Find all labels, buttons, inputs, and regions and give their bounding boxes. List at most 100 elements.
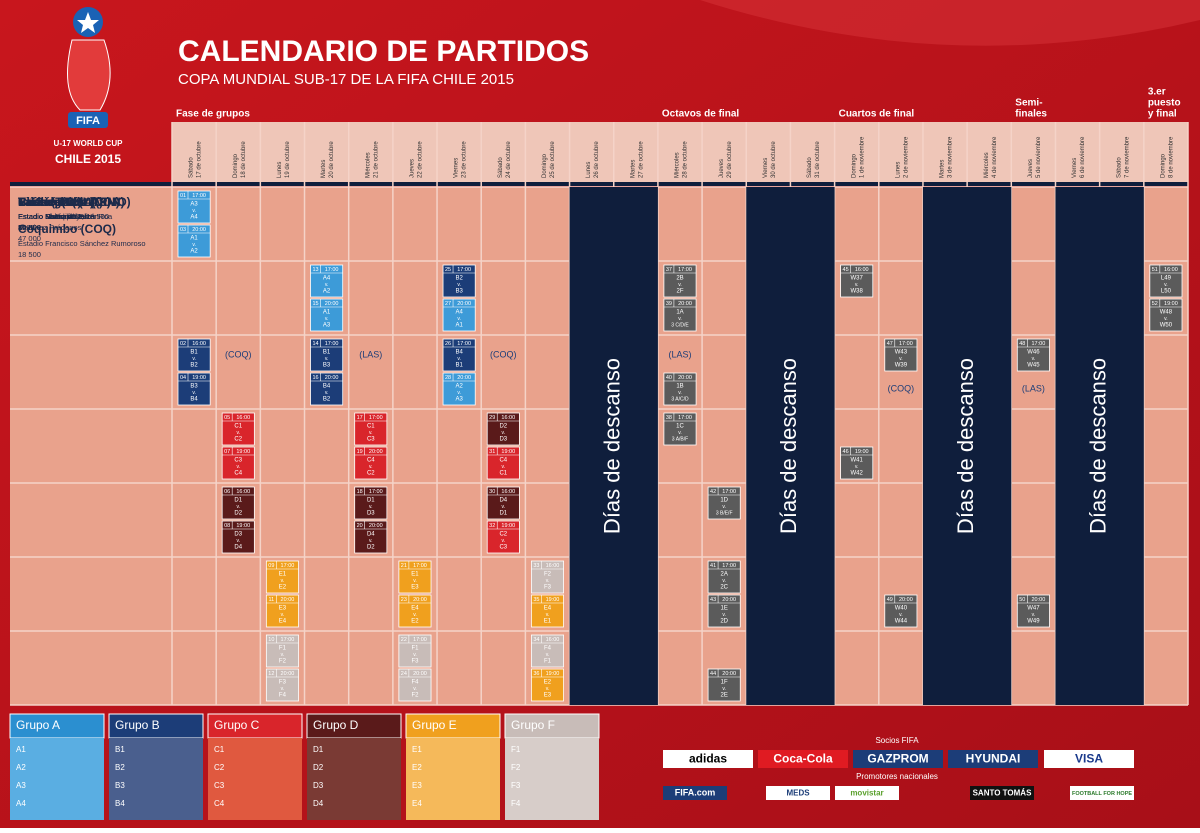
match-box (398, 594, 432, 628)
match-box (442, 338, 476, 372)
sponsor: FOOTBALL FOR HOPE (1072, 791, 1132, 797)
match-home: 1B (676, 384, 683, 390)
match-box (840, 264, 874, 298)
match-time: 17:00 (413, 637, 427, 643)
day-date: 18 de octubre (241, 141, 247, 178)
venue-note: (LAS) (1022, 383, 1045, 393)
day-name: Sábado (807, 157, 813, 178)
match-away: B3 (455, 289, 463, 295)
match-vs: v. (678, 316, 682, 322)
day-date: 24 de octubre (506, 141, 512, 178)
match-box (221, 412, 255, 446)
match-away: C2 (234, 437, 242, 443)
match-away: A1 (455, 323, 463, 329)
match-home: D4 (367, 532, 375, 538)
group-body (10, 738, 104, 820)
match-vs: v. (369, 504, 373, 510)
group-body (307, 738, 401, 820)
match-home: W46 (1027, 350, 1040, 356)
day-name: Sábado (1116, 157, 1122, 178)
group-team: F1 (511, 745, 521, 754)
match-time: 17:00 (899, 341, 913, 347)
match-box (354, 412, 388, 446)
match-time: 20:00 (457, 301, 471, 307)
venue-capacity: 30 000 (18, 223, 41, 232)
match-home: E2 (544, 680, 552, 686)
day-date: 25 de octubre (550, 141, 556, 178)
match-home: C3 (234, 458, 242, 464)
sponsor: VISA (1075, 752, 1103, 766)
match-number: 30 (489, 489, 495, 495)
match-box (486, 520, 520, 554)
day-date: 17 de octubre (197, 141, 203, 178)
match-home: W37 (851, 276, 864, 282)
match-number: 32 (489, 523, 495, 529)
day-date: 19 de octubre (285, 141, 291, 178)
match-box (840, 446, 874, 480)
match-time: 19:00 (1164, 301, 1178, 307)
match-vs: v. (855, 464, 859, 470)
sponsor: movistar (850, 789, 883, 798)
match-number: 21 (401, 563, 407, 569)
match-vs: v. (678, 390, 682, 396)
match-vs: v. (236, 504, 240, 510)
match-vs: v. (192, 390, 196, 396)
match-away: B1 (455, 363, 463, 369)
match-box (221, 486, 255, 520)
match-time: 16:00 (501, 489, 515, 495)
match-vs: v. (192, 356, 196, 362)
match-time: 19:00 (501, 449, 515, 455)
match-box (177, 372, 211, 406)
match-home: A4 (323, 276, 331, 282)
match-number: 27 (445, 301, 451, 307)
match-vs: v. (413, 652, 417, 658)
match-box (265, 634, 299, 668)
match-vs: v. (457, 316, 461, 322)
match-time: 20:00 (281, 597, 295, 603)
match-number: 36 (533, 671, 539, 677)
match-vs: v. (678, 282, 682, 288)
match-box (354, 486, 388, 520)
match-away: F3 (411, 659, 419, 665)
match-box (177, 338, 211, 372)
match-box (442, 298, 476, 332)
day-date: 21 de octubre (373, 141, 379, 178)
match-away: E2 (279, 585, 287, 591)
group-body (406, 738, 500, 820)
match-away: W44 (895, 619, 908, 625)
match-vs: v. (546, 686, 550, 692)
match-box (398, 668, 432, 702)
match-number: 52 (1152, 301, 1158, 307)
match-box (1149, 298, 1183, 332)
group-header (108, 713, 204, 739)
match-home: B4 (323, 384, 331, 390)
match-box (707, 486, 741, 520)
match-number: 15 (312, 301, 318, 307)
match-box (177, 224, 211, 258)
match-away: D3 (499, 437, 507, 443)
match-vs: v. (236, 538, 240, 544)
match-box (398, 560, 432, 594)
venue-note: (LAS) (359, 349, 382, 359)
match-away: C3 (499, 545, 507, 551)
match-vs: v. (722, 578, 726, 584)
day-date: 22 de octubre (418, 141, 424, 178)
match-number: 35 (533, 597, 539, 603)
match-time: 17:00 (457, 341, 471, 347)
match-time: 17:00 (281, 637, 295, 643)
match-away: C2 (367, 471, 375, 477)
match-home: 1A (676, 310, 683, 316)
day-date: 1 de noviembre (859, 136, 865, 178)
match-time: 19:00 (192, 375, 206, 381)
sponsor: HYUNDAI (966, 752, 1021, 766)
group-team: E2 (412, 763, 422, 772)
group-team: D1 (313, 745, 324, 754)
match-box (707, 560, 741, 594)
match-away: 2F (676, 289, 683, 295)
venue-capacity: 8000 (18, 223, 35, 232)
day-date: 4 de noviembre (992, 136, 998, 178)
group-team: A3 (16, 781, 26, 790)
day-date: 3 de noviembre (948, 136, 954, 178)
match-number: 02 (180, 341, 186, 347)
stage-label: Semi- (1015, 98, 1042, 109)
